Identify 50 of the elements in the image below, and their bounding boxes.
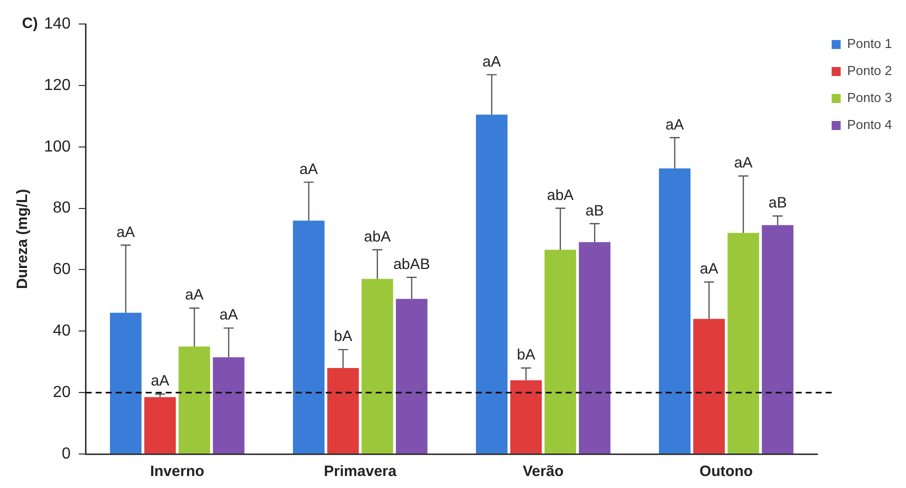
annotation: aA xyxy=(482,53,501,70)
y-tick-label: 140 xyxy=(44,15,71,32)
y-tick-label: 20 xyxy=(52,384,71,401)
annotation: bA xyxy=(516,346,536,364)
legend-label: Ponto 2 xyxy=(847,63,892,78)
bar xyxy=(578,242,610,454)
annotation: aA xyxy=(150,372,170,390)
annotation: aA xyxy=(219,306,238,324)
annotation: abA xyxy=(364,228,391,246)
bar xyxy=(658,168,690,454)
legend-label: Ponto 3 xyxy=(847,90,892,106)
x-tick-label: Verão xyxy=(522,463,564,480)
bar xyxy=(292,220,325,454)
y-tick-label: 0 xyxy=(62,445,71,462)
annotation: aB xyxy=(768,194,787,212)
annotation: aA xyxy=(300,160,318,178)
text: C) xyxy=(22,15,38,32)
annotation: aA xyxy=(116,224,135,241)
bar xyxy=(693,318,725,454)
bar xyxy=(178,346,210,454)
annotation: aA xyxy=(666,116,684,134)
y-tick-label: 100 xyxy=(44,138,71,156)
annotation: aA xyxy=(700,260,718,278)
bar xyxy=(396,298,428,454)
y-tick-label: 60 xyxy=(52,261,71,278)
x-tick-label: Inverno xyxy=(150,463,204,480)
annotation: aA xyxy=(185,286,204,304)
bar xyxy=(728,232,760,454)
annotation: abAB xyxy=(393,256,430,274)
bar xyxy=(476,114,508,454)
bar xyxy=(510,380,542,454)
legend-label: Ponto 1 xyxy=(847,36,892,52)
bar xyxy=(544,250,576,454)
x-tick-label: Primavera xyxy=(324,463,398,480)
bar xyxy=(212,357,244,454)
y-axis-title: Dureza (mg/L) xyxy=(14,188,32,290)
x-tick-label: Outono xyxy=(700,463,753,480)
annotation: abA xyxy=(546,186,574,204)
annotation: bA xyxy=(334,328,352,346)
y-tick-label: 120 xyxy=(44,76,71,94)
bar xyxy=(110,312,142,454)
bar xyxy=(327,368,359,454)
bar xyxy=(362,278,394,454)
annotation: aB xyxy=(585,202,604,220)
y-tick-label: 40 xyxy=(52,322,71,340)
bar xyxy=(144,397,176,454)
bar xyxy=(762,225,794,454)
annotation: aA xyxy=(734,154,753,172)
legend-label: Ponto 4 xyxy=(847,117,892,132)
y-tick-label: 80 xyxy=(52,200,71,217)
